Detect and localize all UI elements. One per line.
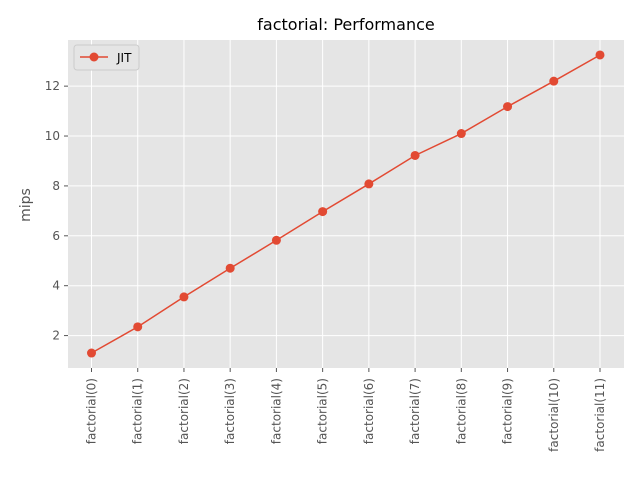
data-point (179, 292, 189, 302)
legend-marker (89, 52, 99, 62)
series-line (91, 54, 601, 354)
y-tick-label: 6 (52, 229, 60, 243)
x-tick-label: factorial(9) (501, 378, 515, 444)
data-point (225, 263, 235, 273)
data-point (87, 348, 96, 358)
x-tick-label: factorial(6) (362, 378, 376, 444)
x-tick-label: factorial(8) (454, 378, 468, 444)
data-point (133, 322, 143, 332)
data-point (318, 207, 328, 217)
x-tick-label: factorial(3) (223, 378, 237, 444)
legend: JIT (73, 44, 140, 71)
tick-labels: 2 4 6 8 10 12 factorial(0) factorial(1) factoria… (45, 79, 607, 452)
data-point (549, 76, 559, 86)
y-tick-label: 2 (52, 329, 60, 343)
data-point (410, 150, 420, 160)
data-point (364, 179, 374, 189)
chart-title: factorial: Performance (257, 15, 434, 34)
plot-area (68, 40, 624, 368)
x-tick-label: factorial(1) (131, 378, 145, 444)
data-point (595, 50, 605, 60)
data-point (271, 235, 281, 245)
data-point (503, 102, 513, 112)
y-tick-label: 4 (52, 279, 60, 293)
x-tick-label: factorial(11) (593, 378, 607, 452)
y-tick-label: 12 (45, 79, 60, 93)
x-tick-label: factorial(0) (85, 378, 99, 444)
x-tick-label: factorial(10) (547, 378, 561, 452)
series-layer (87, 50, 605, 358)
x-tick-label: factorial(7) (408, 378, 422, 444)
x-tick-label: factorial(2) (177, 378, 191, 444)
x-tick-label: factorial(5) (316, 378, 330, 444)
legend-label: JIT (116, 51, 132, 65)
y-tick-label: 10 (45, 129, 60, 143)
y-axis-label: mips (18, 188, 34, 222)
y-tick-label: 8 (52, 179, 60, 193)
grid (68, 40, 624, 368)
x-tick-label: factorial(4) (269, 378, 283, 444)
data-point (456, 129, 466, 139)
